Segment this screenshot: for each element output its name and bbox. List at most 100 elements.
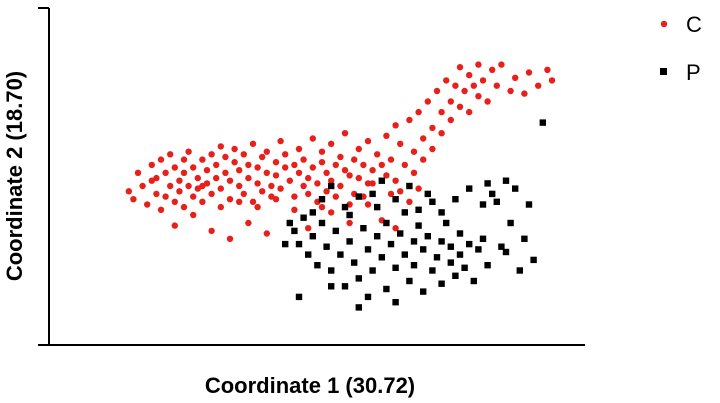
point-c-173 xyxy=(387,190,395,198)
point-c-97 xyxy=(378,161,385,169)
point-p-42 xyxy=(438,280,445,287)
point-c-84 xyxy=(341,167,349,174)
point-p-46 xyxy=(452,272,459,279)
point-c-55 xyxy=(268,182,275,190)
point-c-89 xyxy=(355,145,362,153)
point-p-82 xyxy=(489,190,496,198)
point-c-54 xyxy=(263,148,270,155)
point-c-101 xyxy=(392,122,399,129)
point-c-152 xyxy=(364,201,372,208)
point-c-67 xyxy=(295,145,303,153)
point-c-13 xyxy=(171,164,178,171)
point-p-54 xyxy=(484,262,491,269)
point-p-65 xyxy=(286,219,293,227)
point-c-142 xyxy=(171,222,178,229)
point-p-79 xyxy=(466,185,473,192)
point-p-13 xyxy=(346,211,353,219)
point-p-32 xyxy=(410,238,418,245)
point-p-53 xyxy=(479,235,487,242)
point-p-27 xyxy=(392,299,399,306)
point-c-90 xyxy=(355,174,362,182)
point-c-119 xyxy=(447,98,454,105)
point-p-87 xyxy=(355,304,362,311)
point-c-58 xyxy=(272,172,280,179)
point-p-50 xyxy=(466,240,473,248)
point-c-63 xyxy=(286,177,293,184)
point-c-57 xyxy=(272,159,280,166)
point-p-8 xyxy=(328,267,335,274)
point-c-50 xyxy=(254,164,261,171)
point-p-60 xyxy=(521,235,528,242)
point-c-147 xyxy=(263,230,270,237)
point-p-47 xyxy=(456,230,464,237)
point-c-25 xyxy=(199,156,206,163)
point-c-115 xyxy=(433,87,441,95)
point-c-136 xyxy=(512,74,519,82)
point-p-17 xyxy=(364,246,372,253)
point-c-124 xyxy=(461,87,468,95)
point-p-55 xyxy=(493,198,500,205)
point-c-37 xyxy=(226,196,234,203)
point-p-25 xyxy=(387,240,395,248)
point-c-51 xyxy=(259,153,266,161)
point-p-85 xyxy=(295,293,303,301)
point-p-35 xyxy=(420,246,427,253)
point-c-36 xyxy=(222,153,229,161)
point-c-38 xyxy=(226,177,234,184)
point-p-26 xyxy=(392,264,399,271)
point-p-28 xyxy=(397,230,404,237)
point-c-27 xyxy=(203,167,211,174)
point-p-31 xyxy=(406,277,413,285)
point-p-78 xyxy=(452,196,459,203)
point-c-21 xyxy=(190,193,197,200)
point-c-134 xyxy=(498,61,505,68)
legend-marker-c xyxy=(660,20,668,28)
point-c-108 xyxy=(410,169,418,176)
point-c-161 xyxy=(199,182,206,190)
point-c-107 xyxy=(410,148,418,155)
point-c-92 xyxy=(364,137,372,145)
point-p-67 xyxy=(318,196,326,203)
point-p-56 xyxy=(498,243,505,250)
point-c-4 xyxy=(144,201,151,208)
point-c-154 xyxy=(392,225,399,232)
point-c-22 xyxy=(190,164,197,171)
point-c-23 xyxy=(194,174,201,182)
point-p-52 xyxy=(475,246,482,253)
point-c-109 xyxy=(415,108,422,116)
point-p-36 xyxy=(420,288,427,295)
point-c-93 xyxy=(364,180,372,187)
point-p-19 xyxy=(369,267,376,274)
legend-label-p: P xyxy=(686,60,701,85)
point-c-135 xyxy=(507,87,514,95)
point-c-73 xyxy=(314,180,321,187)
point-c-91 xyxy=(360,161,367,169)
point-p-41 xyxy=(438,238,445,245)
point-c-40 xyxy=(231,145,238,153)
point-c-116 xyxy=(438,108,445,116)
point-c-59 xyxy=(277,137,284,145)
point-c-72 xyxy=(309,135,316,142)
point-p-68 xyxy=(328,182,335,190)
point-p-1 xyxy=(295,240,303,248)
point-p-5 xyxy=(314,262,321,269)
point-c-133 xyxy=(493,82,500,89)
point-c-9 xyxy=(157,206,165,213)
point-c-70 xyxy=(305,174,312,182)
point-c-11 xyxy=(167,151,174,158)
point-c-168 xyxy=(318,203,326,211)
point-c-126 xyxy=(466,108,473,116)
point-c-151 xyxy=(346,219,353,227)
point-c-138 xyxy=(525,69,533,76)
point-p-75 xyxy=(415,206,422,213)
point-p-9 xyxy=(332,227,339,235)
point-p-2 xyxy=(300,214,307,221)
point-p-10 xyxy=(337,251,344,258)
point-c-44 xyxy=(240,151,247,158)
point-c-7 xyxy=(153,190,160,198)
point-p-44 xyxy=(447,259,454,266)
x-axis-title: Coordinate 1 (30.72) xyxy=(205,373,415,398)
point-c-14 xyxy=(171,198,178,205)
point-c-123 xyxy=(456,103,464,111)
